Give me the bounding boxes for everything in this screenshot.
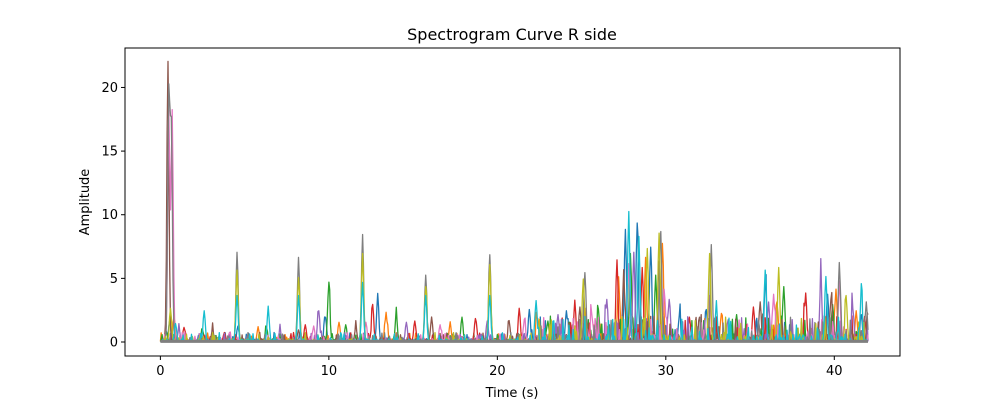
series-line-bin-7	[160, 109, 869, 343]
series-line-bin-6	[160, 60, 869, 343]
y-tick-label: 5	[110, 272, 118, 287]
x-axis-label: Time (s)	[485, 386, 539, 400]
plot-area	[124, 47, 901, 357]
y-axis: 0 5 10 15 20	[101, 81, 125, 351]
x-tick-label: 20	[489, 364, 506, 379]
x-tick-label: 40	[826, 364, 843, 379]
y-axis-label: Amplitude	[78, 169, 93, 236]
y-tick-label: 10	[101, 208, 118, 223]
y-tick-label: 15	[101, 145, 118, 160]
y-tick-label: 20	[101, 81, 118, 96]
x-tick-label: 30	[658, 364, 675, 379]
chart-title: Spectrogram Curve R side	[407, 25, 617, 44]
plot-frame	[124, 47, 901, 357]
y-tick-label: 0	[110, 336, 118, 351]
x-axis: 0 10 20 30 40	[156, 356, 843, 379]
x-tick-label: 0	[156, 364, 164, 379]
series-group	[159, 60, 869, 343]
series-line-bin-8	[160, 83, 869, 343]
x-tick-label: 10	[321, 364, 338, 379]
